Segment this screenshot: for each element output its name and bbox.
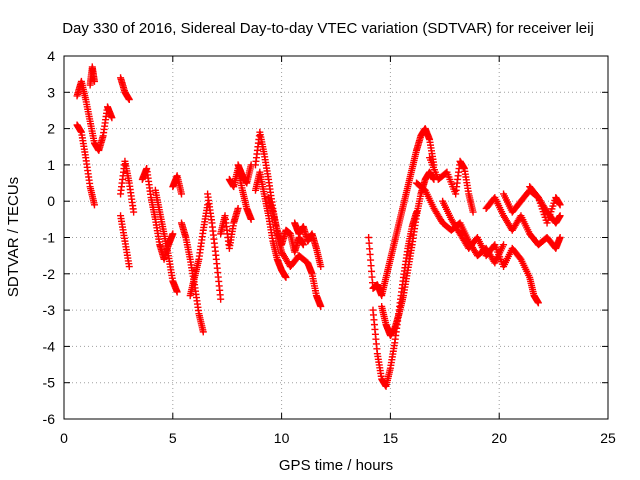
y-tick-label: -6: [43, 411, 56, 427]
axis-ticks: 0 5 10 15 20 25 -6 -5 -4 -3 -2 -1 0 1 2 3 4: [43, 48, 616, 446]
x-tick-label: 0: [60, 430, 68, 446]
data-point: [247, 215, 255, 223]
data-point: [130, 208, 138, 216]
data-point: [299, 241, 307, 249]
y-tick-label: -5: [43, 375, 56, 391]
y-tick-label: -1: [43, 230, 56, 246]
data-point: [317, 263, 325, 271]
data-point: [556, 201, 564, 209]
x-tick-label: 5: [169, 430, 177, 446]
data-points: [73, 63, 564, 390]
data-point: [234, 204, 242, 212]
y-tick-label: 3: [47, 84, 55, 100]
chart-title: Day 330 of 2016, Sidereal Day-to-day VTE…: [62, 20, 594, 37]
data-point: [173, 288, 181, 296]
data-point: [125, 263, 133, 271]
data-point: [556, 234, 564, 241]
data-point: [534, 299, 542, 307]
data-point: [178, 190, 186, 198]
data-point: [533, 192, 541, 200]
x-axis-label: GPS time / hours: [279, 457, 393, 474]
data-point: [169, 230, 177, 238]
data-point: [125, 96, 133, 104]
y-axis-label: SDTVAR / TECUs: [5, 177, 22, 297]
data-point: [556, 212, 564, 220]
data-point: [317, 302, 325, 310]
y-tick-label: -4: [43, 338, 56, 354]
data-point: [90, 201, 98, 209]
data-point: [469, 208, 477, 216]
y-tick-label: 4: [47, 48, 55, 64]
x-tick-label: 15: [383, 430, 399, 446]
y-tick-label: 2: [47, 121, 55, 137]
y-tick-label: 1: [47, 157, 55, 173]
x-tick-label: 20: [491, 430, 507, 446]
data-point: [282, 273, 290, 281]
grid: [64, 56, 608, 419]
data-point: [108, 114, 116, 122]
data-point: [500, 241, 508, 249]
data-point: [90, 77, 98, 85]
data-point: [217, 295, 225, 303]
y-tick-label: -3: [43, 302, 56, 318]
y-tick-label: -2: [43, 266, 56, 282]
y-tick-label: 0: [47, 193, 55, 209]
x-tick-label: 25: [600, 430, 616, 446]
data-point: [199, 328, 207, 336]
x-tick-label: 10: [274, 430, 290, 446]
